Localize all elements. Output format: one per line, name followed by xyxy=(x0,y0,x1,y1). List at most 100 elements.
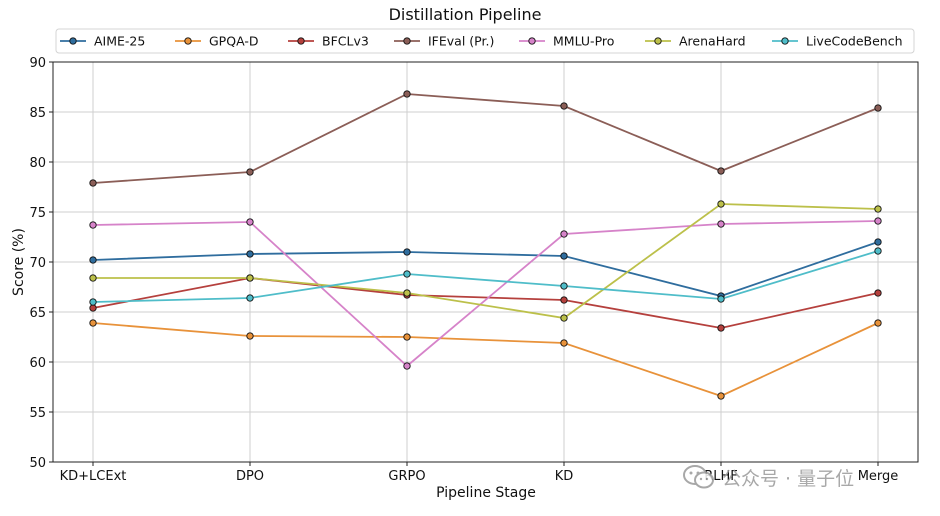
data-point xyxy=(403,270,411,278)
series-line xyxy=(92,241,879,297)
data-point xyxy=(89,256,97,264)
y-tick-label: 70 xyxy=(29,256,46,271)
x-tick-label: GRPO xyxy=(388,469,425,484)
series-livecodebench xyxy=(89,247,882,306)
x-tick-label: DPO xyxy=(236,469,264,484)
wechat-icon xyxy=(683,465,714,489)
data-point xyxy=(560,252,568,260)
data-point xyxy=(246,250,254,258)
series-line xyxy=(92,93,879,184)
series-layer xyxy=(89,90,882,400)
data-point xyxy=(89,319,97,327)
series-line xyxy=(93,203,879,319)
data-point xyxy=(874,289,882,297)
legend-label: GPQA-D xyxy=(209,34,258,49)
data-point xyxy=(403,248,411,256)
legend: AIME-25 GPQA-D BFCLv3 IFEval (Pr.) MMLU-Pro A… xyxy=(55,28,915,54)
legend-item: AIME-25 xyxy=(60,34,145,49)
watermark-text: 公众号 · 量子位 xyxy=(722,467,855,490)
y-tick-label: 80 xyxy=(29,156,46,171)
legend-label: LiveCodeBench xyxy=(806,34,903,49)
data-point xyxy=(89,298,97,306)
data-point xyxy=(874,319,882,327)
legend-swatch-marker xyxy=(297,37,305,45)
series-line xyxy=(92,277,879,329)
legend-label: BFCLv3 xyxy=(322,34,369,49)
series-gpqa-d xyxy=(89,319,882,400)
data-point xyxy=(560,339,568,347)
legend-swatch-marker xyxy=(184,37,192,45)
y-axis-label: Score (%) xyxy=(11,228,27,296)
data-point xyxy=(874,217,882,225)
data-point xyxy=(89,179,97,187)
series-line xyxy=(92,220,879,368)
series-line xyxy=(92,250,879,303)
y-tick-label: 85 xyxy=(29,106,46,121)
legend-swatch-marker xyxy=(69,37,77,45)
x-axis-label: Pipeline Stage xyxy=(436,485,536,501)
data-point xyxy=(403,90,411,98)
y-tick-label: 65 xyxy=(29,306,46,321)
legend-swatch-marker xyxy=(654,37,662,45)
data-point xyxy=(246,218,254,226)
legend-label: MMLU-Pro xyxy=(553,34,614,49)
data-point xyxy=(560,230,568,238)
data-point xyxy=(246,274,254,282)
legend-label: IFEval (Pr.) xyxy=(428,34,494,49)
data-point xyxy=(717,220,725,228)
series-ifeval-pr xyxy=(89,90,882,187)
series-bfclv3 xyxy=(89,274,882,332)
legend-swatch-marker xyxy=(781,37,789,45)
data-point xyxy=(717,295,725,303)
data-point xyxy=(246,332,254,340)
data-point xyxy=(874,104,882,112)
data-point xyxy=(560,314,568,322)
data-point xyxy=(89,304,97,312)
watermark: 公众号 · 量子位 xyxy=(682,462,854,492)
legend-item: IFEval (Pr.) xyxy=(394,34,494,49)
data-point xyxy=(717,200,725,208)
x-tick-label: KD xyxy=(555,469,574,484)
data-point xyxy=(560,296,568,304)
data-point xyxy=(403,289,411,297)
series-arenahard xyxy=(89,200,882,322)
chart-title: Distillation Pipeline xyxy=(389,5,542,24)
data-point xyxy=(403,362,411,370)
y-tick-label: 55 xyxy=(29,406,46,421)
x-tick-label: Merge xyxy=(858,469,899,484)
data-point xyxy=(246,168,254,176)
legend-item: MMLU-Pro xyxy=(519,34,614,49)
legend-item: BFCLv3 xyxy=(288,34,369,49)
data-point xyxy=(560,102,568,110)
data-point xyxy=(717,167,725,175)
legend-item: LiveCodeBench xyxy=(772,34,903,49)
data-point xyxy=(874,247,882,255)
series-aime-25 xyxy=(89,238,882,300)
data-point xyxy=(403,333,411,341)
data-point xyxy=(89,274,97,282)
data-point xyxy=(717,324,725,332)
series-mmlu-pro xyxy=(89,217,882,370)
series-line xyxy=(92,322,879,397)
legend-label: AIME-25 xyxy=(94,34,145,49)
legend-item: ArenaHard xyxy=(645,34,746,49)
data-point xyxy=(874,205,882,213)
data-point xyxy=(89,221,97,229)
legend-swatch-marker xyxy=(528,37,536,45)
data-point xyxy=(246,294,254,302)
legend-label: ArenaHard xyxy=(679,34,746,49)
data-point xyxy=(874,238,882,246)
y-tick-label: 60 xyxy=(29,356,46,371)
y-tick-label: 75 xyxy=(29,206,46,221)
data-point xyxy=(560,282,568,290)
data-point xyxy=(717,392,725,400)
x-tick-label: KD+LCExt xyxy=(60,469,127,484)
legend-item: GPQA-D xyxy=(175,34,258,49)
y-tick-label: 50 xyxy=(29,456,46,471)
legend-box xyxy=(55,28,915,54)
y-tick-label: 90 xyxy=(29,56,46,71)
grid xyxy=(53,61,918,463)
legend-swatch-marker xyxy=(403,37,411,45)
